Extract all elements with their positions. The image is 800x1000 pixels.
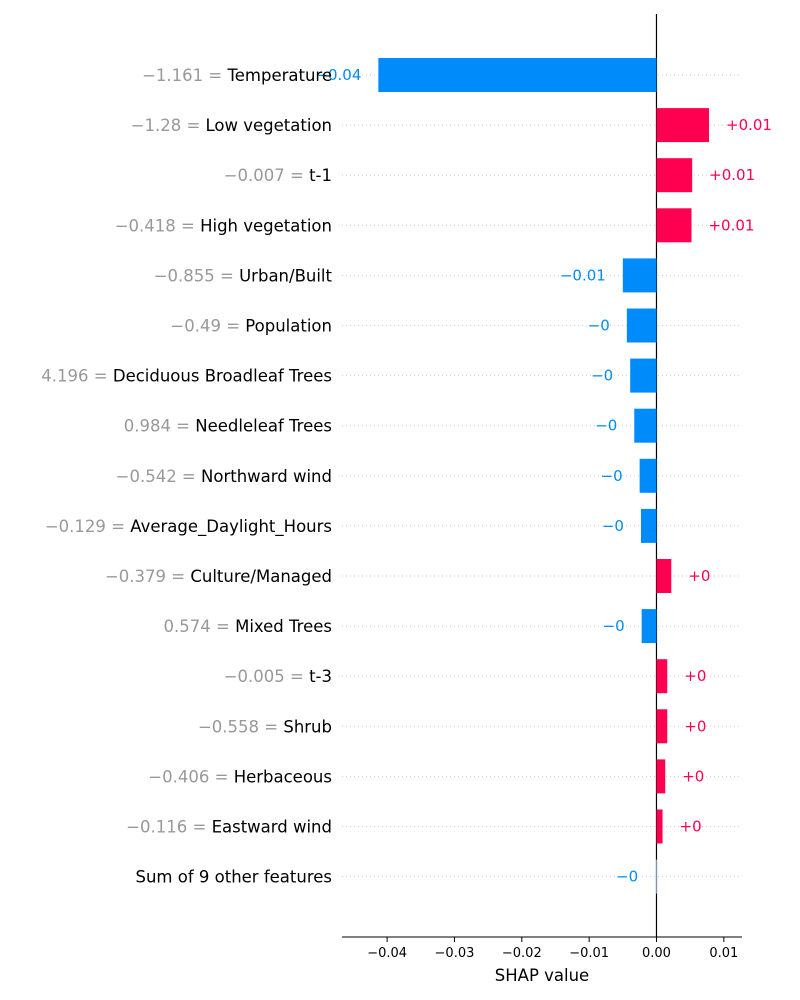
shap-bar <box>640 508 657 543</box>
feature-name: Population <box>245 317 332 336</box>
shap-bar <box>622 258 657 293</box>
shap-value-label: +0.01 <box>726 116 772 134</box>
feature-value: −0.418 = <box>115 216 200 235</box>
feature-label: −0.007 = t-1 <box>224 166 332 185</box>
feature-label: −0.542 = Northward wind <box>116 467 332 486</box>
shap-value-label: −0 <box>616 868 638 886</box>
shap-value-label: +0 <box>684 667 706 685</box>
bars <box>378 58 710 894</box>
feature-label: Sum of 9 other features <box>135 868 332 887</box>
feature-value: −1.28 = <box>131 116 206 135</box>
x-tick-label: 0.01 <box>709 946 738 961</box>
feature-label: −0.418 = High vegetation <box>115 216 332 235</box>
feature-label: 0.984 = Needleleaf Trees <box>124 417 332 436</box>
shap-value-label: +0 <box>688 567 710 585</box>
feature-label: −1.161 = Temperature <box>142 66 332 85</box>
shap-bar <box>634 408 657 443</box>
feature-name: Eastward wind <box>212 818 332 837</box>
shap-bar <box>639 458 657 493</box>
shap-value-label: −0 <box>588 317 610 335</box>
feature-label: 4.196 = Deciduous Broadleaf Trees <box>41 367 332 386</box>
feature-label: −0.49 = Population <box>170 317 332 336</box>
shap-bar <box>656 659 668 694</box>
shap-bar <box>626 308 657 343</box>
shap-bar <box>641 609 657 644</box>
shap-value-label: −0.01 <box>560 266 606 284</box>
feature-name: t-3 <box>309 667 332 686</box>
feature-value: 0.984 = <box>124 417 196 436</box>
shap-value-label: −0 <box>601 467 623 485</box>
feature-name: Temperature <box>226 66 332 85</box>
x-axis: −0.04 −0.03 −0.02 −0.01 0.00 0.01 SHAP value <box>342 936 742 985</box>
shap-value-label: −0.04 <box>315 66 361 84</box>
shap-bar <box>656 208 692 243</box>
feature-label: −0.379 = Culture/Managed <box>105 567 332 586</box>
feature-name: Deciduous Broadleaf Trees <box>113 367 332 386</box>
shap-bar <box>656 108 710 143</box>
feature-label: −0.005 = t-3 <box>224 667 332 686</box>
feature-name: Shrub <box>283 717 332 736</box>
shap-value-label: +0 <box>682 767 704 785</box>
shap-bar <box>656 559 672 593</box>
shap-bar <box>656 158 693 193</box>
feature-value: −0.005 = <box>224 667 309 686</box>
feature-label: 0.574 = Mixed Trees <box>164 617 332 636</box>
feature-value: 4.196 = <box>41 367 113 386</box>
feature-name: t-1 <box>309 166 332 185</box>
feature-value: −0.49 = <box>170 317 245 336</box>
feature-label: −0.129 = Average_Daylight_Hours <box>45 517 332 537</box>
shap-value-label: −0 <box>602 517 624 535</box>
feature-name: Urban/Built <box>239 266 332 285</box>
feature-name: Needleleaf Trees <box>195 417 332 436</box>
shap-value-label: +0 <box>684 717 706 735</box>
shap-value-label: −0 <box>591 367 613 385</box>
shap-bar <box>656 709 668 744</box>
x-tick-label: 0.00 <box>642 946 671 961</box>
shap-bar <box>656 759 666 794</box>
feature-name: Low vegetation <box>206 116 332 135</box>
feature-value: −0.855 = <box>154 266 239 285</box>
feature-value: −0.542 = <box>116 467 201 486</box>
feature-label: −1.28 = Low vegetation <box>131 116 332 135</box>
shap-bar <box>630 358 657 393</box>
feature-name: Culture/Managed <box>190 567 332 586</box>
feature-name: Sum of 9 other features <box>135 868 332 887</box>
feature-name: Herbaceous <box>234 767 332 786</box>
feature-value: 0.574 = <box>164 617 236 636</box>
shap-bar <box>655 859 657 894</box>
x-tick-label: −0.02 <box>502 946 542 961</box>
feature-name: Mixed Trees <box>235 617 332 636</box>
feature-labels: −0.04−1.161 = Temperature+0.01−1.28 = Lo… <box>41 66 772 887</box>
gridlines <box>342 14 742 937</box>
x-axis-title: SHAP value <box>495 966 589 985</box>
feature-label: −0.855 = Urban/Built <box>154 266 333 285</box>
shap-value-label: +0 <box>680 818 702 836</box>
x-tick-label: −0.01 <box>569 946 609 961</box>
x-tick-label: −0.03 <box>435 946 475 961</box>
x-tick-label: −0.04 <box>367 946 407 961</box>
shap-bar <box>378 58 657 92</box>
feature-value: −0.558 = <box>198 717 283 736</box>
feature-label: −0.116 = Eastward wind <box>126 818 332 837</box>
feature-name: High vegetation <box>200 216 332 235</box>
feature-label: −0.558 = Shrub <box>198 717 332 736</box>
shap-value-label: +0.01 <box>709 166 755 184</box>
shap-bar <box>656 809 663 844</box>
feature-value: −0.129 = <box>45 517 130 536</box>
feature-value: −0.406 = <box>148 767 233 786</box>
feature-name: Northward wind <box>201 467 332 486</box>
feature-value: −0.116 = <box>126 818 211 837</box>
shap-value-label: +0.01 <box>708 216 754 234</box>
shap-value-label: −0 <box>603 617 625 635</box>
feature-value: −1.161 = <box>142 66 227 85</box>
feature-value: −0.379 = <box>105 567 190 586</box>
feature-label: −0.406 = Herbaceous <box>148 767 332 786</box>
feature-value: −0.007 = <box>224 166 309 185</box>
feature-name: Average_Daylight_Hours <box>130 517 332 537</box>
shap-value-label: −0 <box>595 417 617 435</box>
